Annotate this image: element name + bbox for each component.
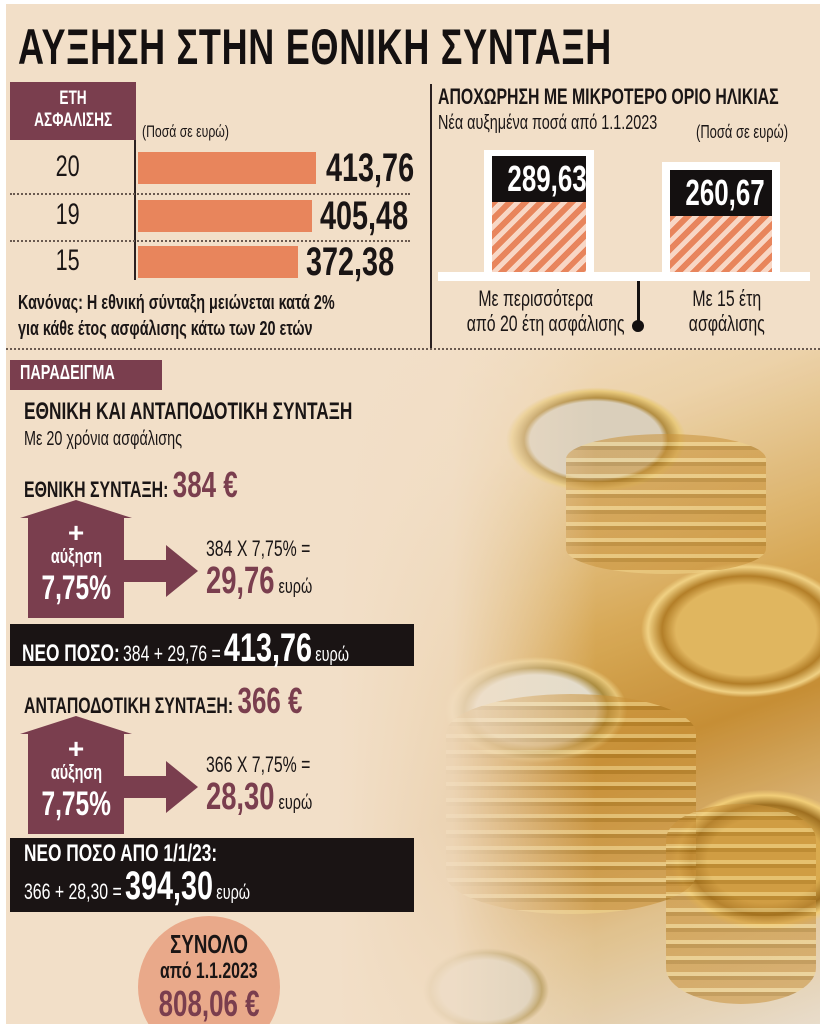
arrow-right-icon [166,545,198,597]
new-amount-bar: ΝΕΟ ΠΟΣΟ: 384 + 29,76 = 413,76 ευρώ [10,624,414,670]
bar [138,200,312,232]
example-tag: ΠΑΡΑΔΕΙΓΜΑ [10,360,162,390]
section-divider [6,348,820,350]
infographic-panel: ΑΥΞΗΣΗ ΣΤΗΝ ΕΘΝΙΚΗ ΣΥΝΤΑΞΗ ΕΤΗ ΑΣΦΑΛΙΣΗΣ… [6,4,820,1024]
divider-dot [632,320,644,332]
units-label: (Ποσά σε ευρώ) [142,122,229,141]
divider-tick [637,281,640,325]
row-divider [10,193,410,195]
column-caption: Με περισσότερα από 20 έτη ασφάλισης [466,286,625,336]
roof-shape [20,716,132,734]
years-header: ΕΤΗ ΑΣΦΑΛΙΣΗΣ [10,82,136,140]
chart-baseline [438,272,810,281]
right-chart-subtitle: Νέα αυξημένα ποσά από 1.1.2023 [438,112,658,134]
axis-line [134,140,136,280]
bar [138,246,298,278]
column-value: 289,63 [492,156,587,202]
arrow-right-icon [166,761,198,813]
increase-badge: + αύξηση 7,75% [20,500,132,620]
contributory-pension-line: ΑΝΤΑΠΟΔΟΤΙΚΗ ΣΥΝΤΑΞΗ: 366 € [24,680,303,721]
column-caption: Με 15 έτη ασφάλισης [688,286,766,336]
coin-stack [666,804,816,1004]
page-title: ΑΥΞΗΣΗ ΣΤΗΝ ΕΘΝΙΚΗ ΣΥΝΤΑΞΗ [18,19,612,75]
bar-row-19: 19 405,48 [55,194,409,238]
arrow-right-icon [124,776,168,798]
units-label: (Ποσά σε ευρώ) [696,122,789,142]
row-divider [10,240,410,242]
column-value: 260,67 [670,170,772,216]
column-bar [492,200,586,272]
new-amount-bar: ΝΕΟ ΠΟΣΟ ΑΠΟ 1/1/23: 366 + 28,30 = 394,3… [10,838,414,912]
national-pension-line: ΕΘΝΙΚΗ ΣΥΝΤΑΞΗ: 384 € [24,464,238,505]
total-badge: ΣΥΝΟΛΟ από 1.1.2023 808,06 € [138,916,280,1024]
section-divider [430,84,432,348]
coin-stack [566,434,766,574]
rule-note: Κανόνας: Η εθνική σύνταξη μειώνεται κατά… [18,292,335,340]
calc-result: 29,76 ευρώ [206,560,313,602]
arrow-right-icon [124,560,168,582]
bar-row-20: 20 413,76 [55,146,415,190]
increase-badge: + αύξηση 7,75% [20,716,132,836]
calc-formula: 384 X 7,75% = [206,536,311,561]
roof-shape [20,500,132,518]
right-chart-title: ΑΠΟΧΩΡΗΣΗ ΜΕ ΜΙΚΡΟΤΕΡΟ ΟΡΙΟ ΗΛΙΚΙΑΣ [438,84,779,109]
calc-result: 28,30 ευρώ [206,776,313,818]
bar [138,152,316,184]
example-subtitle: Με 20 χρόνια ασφάλισης [24,428,183,450]
column-bar [670,214,772,272]
bar-row-15: 15 372,38 [55,240,395,284]
example-title: ΕΘΝΙΚΗ ΚΑΙ ΑΝΤΑΠΟΔΟΤΙΚΗ ΣΥΝΤΑΞΗ [24,398,353,425]
calc-formula: 366 X 7,75% = [206,752,311,777]
